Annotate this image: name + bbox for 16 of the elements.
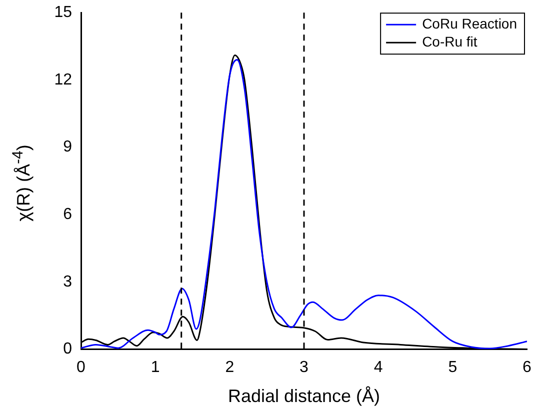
y-tick-label: 3 [63,273,72,290]
legend-label: CoRu Reaction [422,15,517,32]
x-tick-label: 4 [374,359,383,376]
x-tick-label: 6 [522,359,532,376]
y-tick-label: 15 [54,4,72,22]
x-axis-title: Radial distance (Å) [228,386,380,406]
y-tick-label: 0 [63,340,72,358]
legend-label: Co-Ru fit [422,33,478,50]
y-tick-label: 9 [63,138,72,156]
x-tick-label: 2 [225,359,234,376]
x-tick-label: 1 [150,359,160,376]
x-tick-label: 0 [76,359,86,376]
x-tick-label: 5 [448,359,458,376]
x-tick-label: 3 [300,359,309,376]
y-tick-label: 6 [63,206,72,223]
y-tick-label: 12 [54,71,72,88]
